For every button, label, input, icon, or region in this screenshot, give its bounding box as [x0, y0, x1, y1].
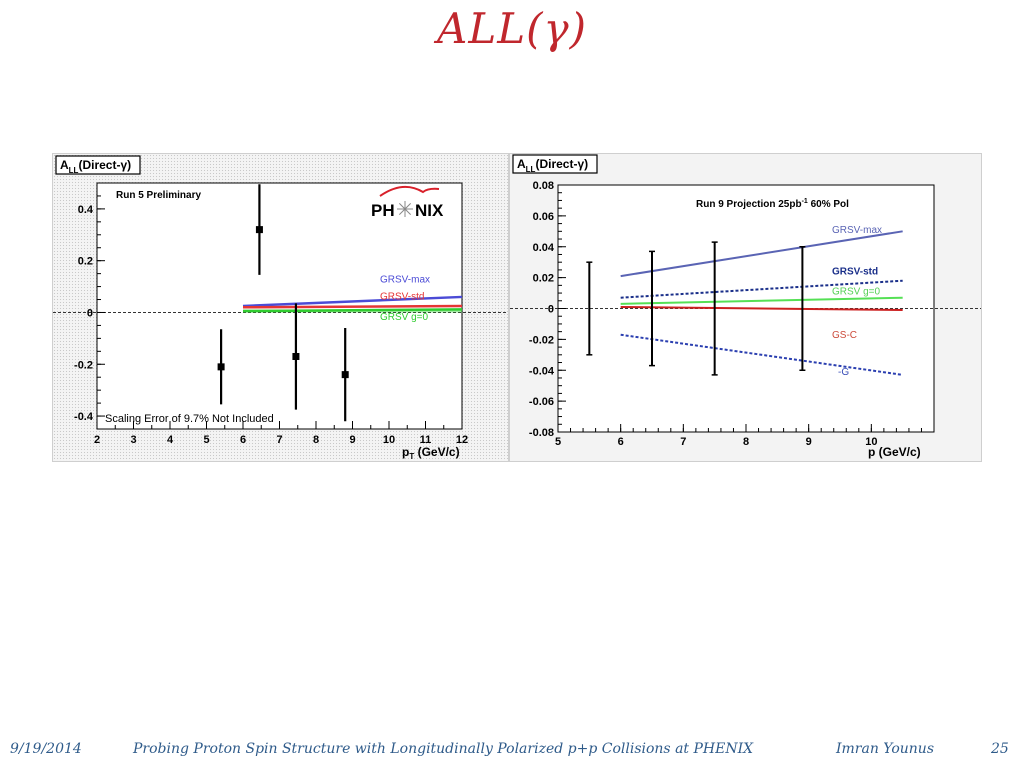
footer-date: 9/19/2014	[10, 741, 82, 757]
y-tick-label: -0.08	[529, 427, 554, 439]
projection-label: Run 9 Projection 25pb-1 60% Pol	[696, 198, 849, 210]
series-label: GRSV-max	[380, 275, 430, 286]
right-chart-panel: ALL(Direct-γ) 5 6 7 8 9 10 -0.08 -0.06 -0.04 -0.02…	[509, 153, 982, 462]
series-label: -G	[838, 367, 849, 378]
logo-ray	[404, 202, 412, 210]
y-tick-label: 0.04	[533, 242, 555, 254]
logo-text-right: NIX	[415, 201, 444, 220]
x-tick-label: 9	[806, 436, 812, 448]
x-tick-label: 9	[349, 434, 355, 446]
logo-text-left: PH	[371, 201, 395, 220]
series-line	[242, 295, 463, 308]
x-axis-label: p (GeV/c)	[868, 445, 921, 459]
y-tick-label: 0.08	[533, 180, 554, 192]
data-point	[341, 371, 349, 379]
series-label: GRSV-std	[380, 292, 424, 303]
x-tick-label: 7	[276, 434, 282, 446]
left-chart-panel: ALL(Direct-γ) 2 3 4 5 6 7 8 9 10 11 12 -0.4 -0.2 0 0.2 0…	[52, 153, 509, 462]
y-tick-label: 0.02	[533, 273, 554, 285]
y-tick-label: 0	[87, 307, 93, 319]
series-label: GRSV g=0	[380, 312, 429, 323]
series-label: GRSV-max	[832, 225, 882, 236]
series-line	[620, 305, 903, 312]
logo-ray	[398, 202, 406, 210]
uncertainty-band	[243, 309, 462, 313]
series-line	[620, 230, 903, 278]
series-line	[242, 304, 463, 309]
y-tick-label: -0.4	[74, 411, 94, 423]
data-point	[255, 226, 263, 234]
logo-ray	[398, 208, 406, 216]
x-tick-label: 8	[743, 436, 749, 448]
data-point	[292, 352, 300, 360]
logo-ray	[404, 208, 412, 216]
chart-title-box	[512, 154, 598, 174]
series-line	[620, 296, 903, 305]
series-line	[242, 308, 463, 313]
left-chart: ALL(Direct-γ) 2 3 4 5 6 7 8 9 10 11 12 -0.4 -0.2 0 0.2 0…	[53, 155, 508, 461]
x-tick-label: 6	[618, 436, 624, 448]
y-tick-label: -0.2	[74, 359, 93, 371]
y-tick-label: 0.2	[78, 256, 93, 268]
x-axis-label: pT (GeV/c)	[402, 445, 460, 461]
chart-title-box	[55, 155, 141, 175]
run-label: Run 5 Preliminary	[116, 190, 201, 201]
slide-title: ALL(γ)	[437, 4, 587, 53]
x-tick-label: 5	[555, 436, 561, 448]
series-label: GS-C	[832, 330, 857, 341]
data-point	[217, 363, 225, 371]
footer-page-number: 25	[991, 741, 1009, 757]
footer-talk-title: Probing Proton Spin Structure with Longi…	[133, 741, 754, 757]
y-tick-label: -0.02	[529, 334, 554, 346]
logo-swoosh	[379, 185, 440, 197]
x-tick-label: 2	[94, 434, 100, 446]
x-tick-label: 3	[130, 434, 136, 446]
x-tick-label: 10	[865, 436, 877, 448]
x-tick-label: 6	[240, 434, 246, 446]
logo-star	[397, 201, 413, 217]
x-tick-label: 11	[420, 434, 432, 446]
y-tick-label: 0.06	[533, 211, 554, 223]
chart-title: ALL(Direct-γ)	[517, 157, 588, 174]
x-tick-label: 4	[167, 434, 174, 446]
y-tick-label: 0.4	[78, 204, 94, 216]
y-tick-label: -0.06	[529, 396, 554, 408]
y-tick-label: -0.04	[529, 365, 555, 377]
series-label: GRSV-std	[832, 267, 878, 278]
series-label: GRSV g=0	[832, 287, 881, 298]
series-line	[620, 333, 903, 376]
x-tick-label: 12	[456, 434, 468, 446]
x-tick-label: 10	[383, 434, 395, 446]
x-tick-label: 7	[680, 436, 686, 448]
scaling-note: Scaling Error of 9.7% Not Included	[105, 413, 274, 425]
footer-author: Imran Younus	[836, 741, 934, 757]
x-tick-label: 8	[313, 434, 319, 446]
series-line	[620, 279, 903, 299]
right-chart: ALL(Direct-γ) 5 6 7 8 9 10 -0.08 -0.06 -0.04 -0.02…	[510, 154, 981, 459]
chart-title: ALL(Direct-γ)	[60, 158, 131, 175]
x-tick-label: 5	[203, 434, 209, 446]
y-tick-label: 0	[548, 304, 554, 316]
